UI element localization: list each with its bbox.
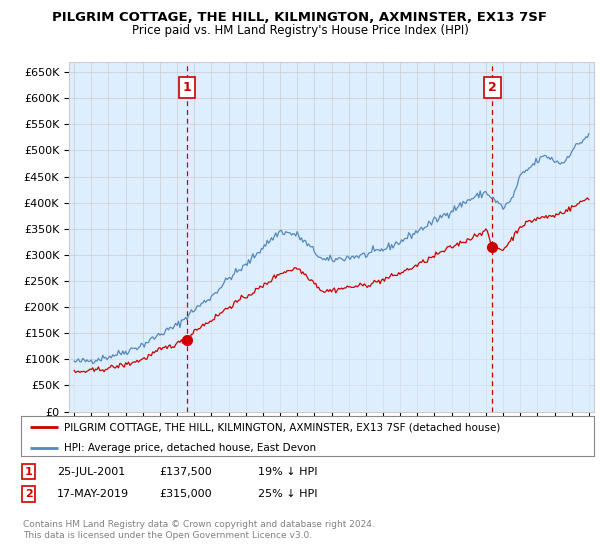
Text: 25% ↓ HPI: 25% ↓ HPI <box>258 489 317 499</box>
Text: 19% ↓ HPI: 19% ↓ HPI <box>258 466 317 477</box>
Text: PILGRIM COTTAGE, THE HILL, KILMINGTON, AXMINSTER, EX13 7SF: PILGRIM COTTAGE, THE HILL, KILMINGTON, A… <box>53 11 548 24</box>
Text: 17-MAY-2019: 17-MAY-2019 <box>57 489 129 499</box>
Text: Contains HM Land Registry data © Crown copyright and database right 2024.
This d: Contains HM Land Registry data © Crown c… <box>23 520 374 540</box>
Text: Price paid vs. HM Land Registry's House Price Index (HPI): Price paid vs. HM Land Registry's House … <box>131 24 469 36</box>
Text: 1: 1 <box>25 466 32 477</box>
Text: 25-JUL-2001: 25-JUL-2001 <box>57 466 125 477</box>
Text: PILGRIM COTTAGE, THE HILL, KILMINGTON, AXMINSTER, EX13 7SF (detached house): PILGRIM COTTAGE, THE HILL, KILMINGTON, A… <box>64 422 500 432</box>
Text: 1: 1 <box>182 81 191 94</box>
Text: 2: 2 <box>488 81 497 94</box>
Text: £137,500: £137,500 <box>159 466 212 477</box>
Text: HPI: Average price, detached house, East Devon: HPI: Average price, detached house, East… <box>64 442 316 452</box>
Text: 2: 2 <box>25 489 32 499</box>
Text: £315,000: £315,000 <box>159 489 212 499</box>
